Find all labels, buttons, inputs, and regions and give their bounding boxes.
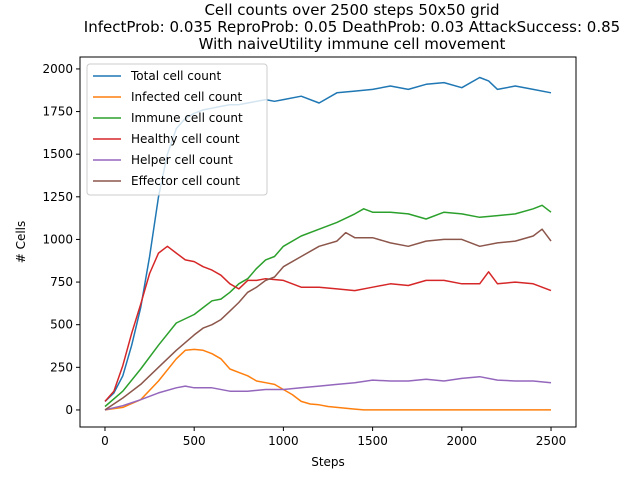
y-axis-label: # Cells xyxy=(14,221,28,264)
legend-label-3: Healthy cell count xyxy=(131,132,240,146)
y-tick-label: 750 xyxy=(50,275,73,289)
x-tick-label: 0 xyxy=(101,434,109,448)
y-tick-label: 0 xyxy=(65,403,73,417)
chart-title: Cell counts over 2500 steps 50x50 grid I… xyxy=(84,1,620,53)
y-tick-label: 2000 xyxy=(42,62,73,76)
y-tick-label: 1250 xyxy=(42,190,73,204)
title-line-2: InfectProb: 0.035 ReproProb: 0.05 DeathP… xyxy=(84,18,620,36)
x-tick-label: 1000 xyxy=(268,434,299,448)
legend-label-5: Effector cell count xyxy=(131,174,240,188)
series-line-1 xyxy=(104,348,551,411)
legend-box xyxy=(86,63,268,196)
series-line-3 xyxy=(104,245,552,402)
legend-label-0: Total cell count xyxy=(130,69,221,83)
title-line-3: With naiveUtility immune cell movement xyxy=(199,35,506,53)
series-line-2 xyxy=(104,204,552,408)
x-tick-label: 2500 xyxy=(536,434,567,448)
y-tick-label: 500 xyxy=(50,318,73,332)
series-line-5 xyxy=(104,228,552,411)
y-tick-label: 1000 xyxy=(42,232,73,246)
y-tick-label: 250 xyxy=(50,360,73,374)
x-tick-label: 1500 xyxy=(357,434,388,448)
x-tick-label: 500 xyxy=(183,434,206,448)
y-tick-label: 1750 xyxy=(42,105,73,119)
x-axis-label: Steps xyxy=(311,455,345,469)
series-line-4 xyxy=(104,375,552,411)
title-line-1: Cell counts over 2500 steps 50x50 grid xyxy=(204,1,499,19)
legend-label-1: Infected cell count xyxy=(131,90,242,104)
series-layer xyxy=(104,76,552,411)
x-tick-label: 2000 xyxy=(447,434,478,448)
y-tick-label: 1500 xyxy=(42,147,73,161)
y-axis-ticks: 0 250 500 750 1000 1250 1500 1750 2000 xyxy=(42,62,80,417)
legend: Total cell count Infected cell count Immun… xyxy=(86,63,268,196)
legend-label-2: Immune cell count xyxy=(131,111,243,125)
plot-frame xyxy=(79,56,577,428)
legend-label-4: Helper cell count xyxy=(131,153,233,167)
legend-items: Total cell count Infected cell count Immun… xyxy=(93,69,243,188)
x-axis-ticks: 0 500 1000 1500 2000 2500 xyxy=(101,427,566,448)
